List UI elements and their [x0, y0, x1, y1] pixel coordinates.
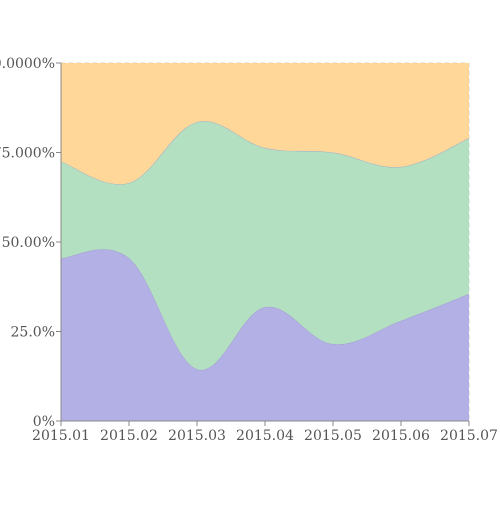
- x-tick-label: 2015.06: [372, 428, 430, 444]
- x-tick-label: 2015.04: [236, 428, 294, 444]
- y-tick-label: 75.000%: [0, 146, 55, 162]
- axis-layer: [56, 62, 470, 426]
- y-tick-label: 0%: [33, 414, 55, 430]
- x-tick-label: 2015.03: [168, 428, 226, 444]
- x-tick-label: 2015.05: [304, 428, 362, 444]
- area-series-2: [61, 121, 469, 370]
- x-tick-label: 2015.07: [440, 428, 498, 444]
- area-series-1: [61, 249, 469, 421]
- x-tick-label: 2015.02: [100, 428, 158, 444]
- x-tick-label: 2015.01: [32, 428, 90, 444]
- area-layer: [60, 63, 470, 421]
- tick-label-layer: 0% 25.0% 50.00% 75.000% 100.0000% 2015.01 2015…: [0, 56, 498, 444]
- y-tick-label: 50.00%: [2, 235, 55, 251]
- y-tick-label: 100.0000%: [0, 56, 55, 72]
- y-tick-label: 25.0%: [11, 325, 55, 341]
- area-series-3: [61, 63, 469, 185]
